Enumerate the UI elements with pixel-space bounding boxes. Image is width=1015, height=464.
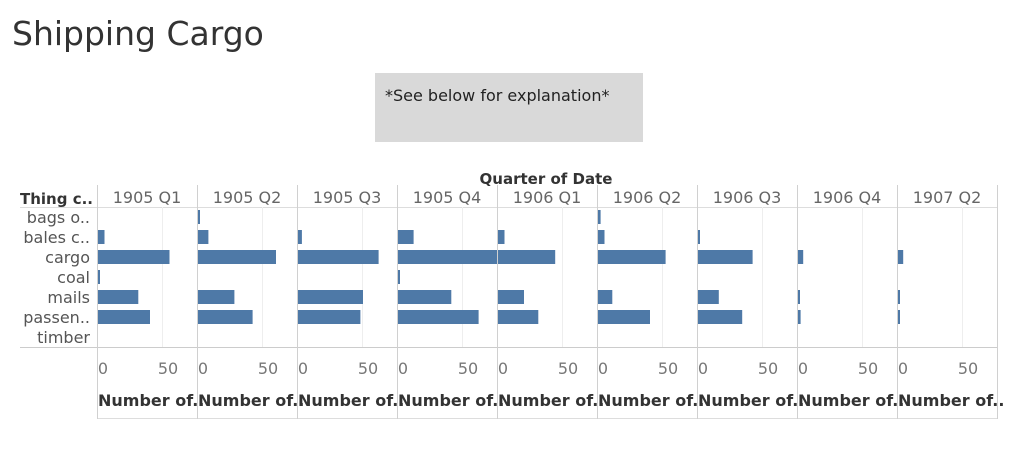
x-tick-label: 0: [798, 359, 808, 378]
bar: [698, 290, 719, 304]
page-title: Shipping Cargo: [12, 14, 264, 53]
x-tick-label: 0: [298, 359, 308, 378]
category-label: cargo: [45, 248, 90, 267]
x-axis-label: Number of..: [98, 391, 204, 410]
category-label: passen..: [23, 308, 90, 327]
x-tick-label: 0: [498, 359, 508, 378]
bar: [898, 250, 904, 264]
category-label: bags o..: [27, 208, 90, 227]
bar: [198, 210, 200, 224]
quarter-header: 1906 Q1: [513, 188, 582, 207]
quarter-header: 1905 Q1: [113, 188, 182, 207]
bar: [698, 310, 743, 324]
bar: [898, 310, 900, 324]
x-tick-label: 50: [858, 359, 878, 378]
x-axis-label: Number of..: [698, 391, 804, 410]
x-tick-label: 0: [98, 359, 108, 378]
x-axis-label: Number of..: [298, 391, 404, 410]
bar: [798, 290, 800, 304]
bar: [598, 250, 666, 264]
x-tick-label: 0: [398, 359, 408, 378]
x-tick-label: 50: [658, 359, 678, 378]
x-axis-label: Number of..: [198, 391, 304, 410]
x-axis-label: Number of..: [598, 391, 704, 410]
quarter-header: 1905 Q2: [213, 188, 282, 207]
bar: [298, 230, 302, 244]
explanation-text: *See below for explanation*: [385, 86, 610, 105]
x-tick-label: 50: [158, 359, 178, 378]
bar: [98, 230, 105, 244]
x-axis-label: Number of..: [498, 391, 604, 410]
bar: [498, 250, 556, 264]
bar: [898, 290, 900, 304]
x-tick-label: 0: [898, 359, 908, 378]
category-label: bales c..: [23, 228, 90, 247]
bar: [198, 230, 209, 244]
bar: [398, 310, 479, 324]
bar: [398, 270, 400, 284]
bar: [798, 250, 804, 264]
bar: [398, 230, 414, 244]
bar: [198, 310, 253, 324]
category-label: timber: [37, 328, 90, 347]
bar: [298, 250, 379, 264]
bar: [98, 310, 150, 324]
x-axis-label: Number of..: [898, 391, 1004, 410]
column-header-title: Quarter of Date: [480, 170, 613, 188]
quarter-header: 1905 Q4: [413, 188, 482, 207]
x-axis-label: Number of..: [798, 391, 904, 410]
category-label: mails: [47, 288, 90, 307]
quarter-header: 1906 Q3: [713, 188, 782, 207]
bar: [398, 250, 500, 264]
bar: [98, 250, 170, 264]
bar: [698, 250, 753, 264]
bar: [598, 310, 650, 324]
bar: [598, 290, 613, 304]
x-tick-label: 0: [198, 359, 208, 378]
quarter-header: 1906 Q2: [613, 188, 682, 207]
x-tick-label: 50: [758, 359, 778, 378]
bar: [98, 270, 100, 284]
bar: [498, 310, 539, 324]
x-tick-label: 0: [598, 359, 608, 378]
bar: [598, 230, 605, 244]
bar: [198, 250, 276, 264]
row-header-title: Thing c..: [20, 190, 93, 208]
bar: [298, 290, 363, 304]
category-label: coal: [57, 268, 90, 287]
explanation-box: *See below for explanation*: [375, 73, 643, 142]
x-axis-label: Number of..: [398, 391, 504, 410]
bar: [498, 290, 524, 304]
x-tick-label: 50: [958, 359, 978, 378]
bar: [698, 230, 700, 244]
quarter-header: 1905 Q3: [313, 188, 382, 207]
x-tick-label: 50: [458, 359, 478, 378]
bar: [798, 310, 801, 324]
bar: [598, 210, 601, 224]
bar: [398, 290, 452, 304]
x-tick-label: 0: [698, 359, 708, 378]
x-tick-label: 50: [258, 359, 278, 378]
bar: [298, 310, 361, 324]
bar: [498, 230, 505, 244]
bar: [198, 290, 235, 304]
x-tick-label: 50: [358, 359, 378, 378]
x-tick-label: 50: [558, 359, 578, 378]
quarter-header: 1907 Q2: [913, 188, 982, 207]
quarter-header: 1906 Q4: [813, 188, 882, 207]
bar: [98, 290, 139, 304]
